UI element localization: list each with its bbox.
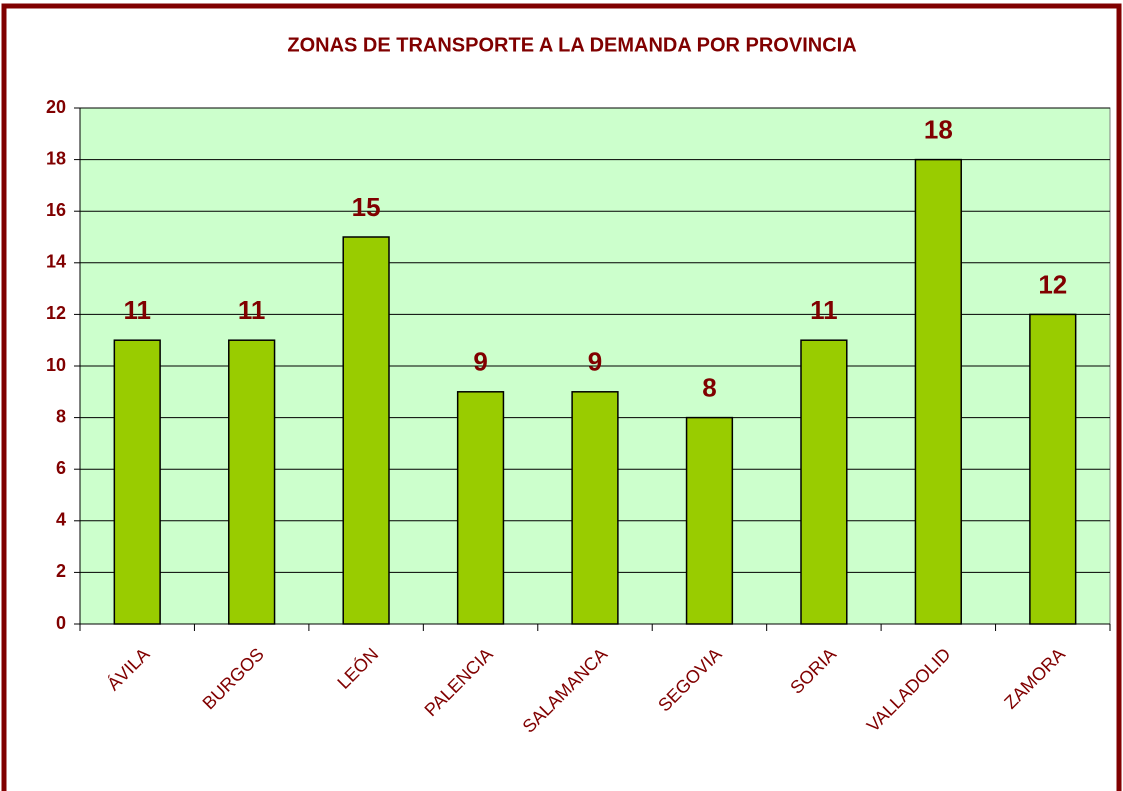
data-label: 8 — [702, 372, 716, 402]
y-tick-label: 20 — [46, 97, 66, 117]
y-tick-label: 18 — [46, 148, 66, 168]
chart-title: ZONAS DE TRANSPORTE A LA DEMANDA POR PRO… — [287, 34, 856, 56]
y-tick-label: 14 — [46, 252, 66, 272]
y-tick-label: 12 — [46, 303, 66, 323]
bar — [1029, 313, 1077, 625]
data-label: 11 — [238, 295, 266, 325]
y-tick-label: 4 — [56, 510, 66, 530]
bar — [685, 416, 734, 625]
data-label: 9 — [588, 347, 602, 377]
y-tick-label: 16 — [46, 200, 66, 220]
bar — [456, 391, 505, 625]
data-label: 11 — [810, 295, 838, 325]
bar — [228, 339, 276, 625]
data-label: 18 — [924, 114, 953, 144]
bar — [914, 158, 962, 625]
bar — [800, 339, 848, 625]
y-tick-label: 8 — [56, 406, 66, 426]
y-tick-label: 2 — [56, 561, 66, 581]
bar — [113, 339, 161, 625]
bar — [571, 391, 619, 625]
data-label: 12 — [1038, 269, 1067, 299]
y-tick-label: 0 — [56, 613, 66, 633]
data-label: 15 — [352, 192, 381, 222]
data-label: 9 — [473, 347, 487, 377]
data-label: 11 — [123, 295, 151, 325]
bar — [342, 236, 390, 625]
chart-border — [1, 3, 1122, 791]
y-tick-label: 10 — [46, 355, 66, 375]
y-tick-label: 6 — [56, 458, 66, 478]
